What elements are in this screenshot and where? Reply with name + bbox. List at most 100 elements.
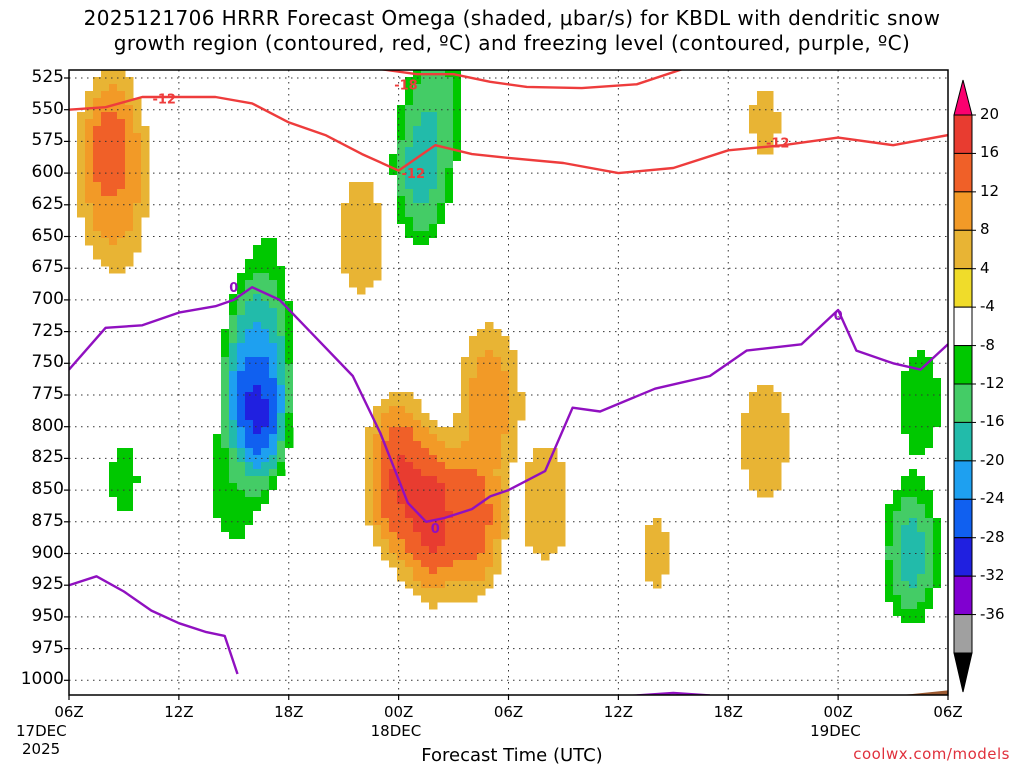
omega-cell <box>405 483 414 491</box>
omega-cell <box>453 581 462 589</box>
omega-cell <box>805 651 814 659</box>
omega-cell <box>917 553 926 561</box>
omega-cell <box>445 448 454 456</box>
omega-cell <box>837 630 846 638</box>
omega-cell <box>477 476 486 484</box>
omega-cell <box>269 469 278 477</box>
omega-cell <box>549 539 558 547</box>
omega-cell <box>653 567 662 575</box>
omega-cell <box>213 357 222 365</box>
omega-cell <box>501 392 510 400</box>
omega-cell <box>845 630 854 638</box>
omega-cell <box>373 518 382 526</box>
omega-cell <box>77 392 86 400</box>
omega-cell <box>261 385 270 393</box>
omega-cell <box>133 140 142 148</box>
omega-cell <box>405 147 414 155</box>
omega-cell <box>253 371 262 379</box>
omega-cell <box>389 196 398 204</box>
omega-cell <box>229 406 238 414</box>
omega-cell <box>277 392 286 400</box>
omega-cell <box>925 553 934 561</box>
omega-cell <box>405 581 414 589</box>
omega-cell <box>469 357 478 365</box>
omega-cell <box>133 147 142 155</box>
omega-cell <box>245 329 254 337</box>
omega-cell <box>101 98 110 106</box>
omega-cell <box>405 133 414 141</box>
omega-cell <box>413 553 422 561</box>
y-tick-label: 825 <box>31 447 64 468</box>
omega-cell <box>261 280 270 288</box>
omega-cell <box>405 455 414 463</box>
colorbar-segment <box>953 498 973 539</box>
omega-cell <box>237 350 246 358</box>
omega-cell <box>109 182 118 190</box>
omega-cell <box>933 574 942 582</box>
omega-cell <box>245 406 254 414</box>
omega-cell <box>437 476 446 484</box>
omega-cell <box>125 196 134 204</box>
x-tick-label: 18Z <box>274 703 304 721</box>
omega-cell <box>213 497 222 505</box>
omega-cell <box>101 189 110 197</box>
omega-cell <box>117 175 126 183</box>
omega-cell <box>237 238 246 246</box>
omega-cell <box>389 392 398 400</box>
omega-cell <box>485 378 494 386</box>
omega-cell <box>493 406 502 414</box>
omega-cell <box>109 217 118 225</box>
omega-cell <box>253 350 262 358</box>
omega-cell <box>229 336 238 344</box>
omega-cell <box>453 77 462 85</box>
omega-cell <box>885 105 894 113</box>
omega-cell <box>117 406 126 414</box>
omega-cell <box>925 350 934 358</box>
omega-cell <box>93 238 102 246</box>
omega-cell <box>109 413 118 421</box>
omega-cell <box>421 196 430 204</box>
omega-cell <box>133 511 142 519</box>
omega-cell <box>373 455 382 463</box>
omega-cell <box>357 203 366 211</box>
omega-cell <box>933 560 942 568</box>
y-tick-label: 875 <box>31 510 64 531</box>
omega-cell <box>901 343 910 351</box>
omega-cell <box>437 126 446 134</box>
omega-cell <box>93 392 102 400</box>
omega-cell <box>485 490 494 498</box>
omega-cell <box>437 483 446 491</box>
omega-cell <box>437 203 446 211</box>
omega-cell <box>429 441 438 449</box>
omega-cell <box>373 476 382 484</box>
omega-cell <box>77 189 86 197</box>
omega-cell <box>493 385 502 393</box>
credit-text: coolwx.com/models <box>853 745 1010 763</box>
omega-cell <box>461 140 470 148</box>
omega-cell <box>373 532 382 540</box>
omega-cell <box>477 441 486 449</box>
omega-cell <box>917 420 926 428</box>
omega-cell <box>413 490 422 498</box>
omega-cell <box>469 343 478 351</box>
omega-cell <box>261 483 270 491</box>
omega-cell <box>285 399 294 407</box>
omega-cell <box>445 434 454 442</box>
omega-cell <box>133 413 142 421</box>
omega-cell <box>77 371 86 379</box>
omega-cell <box>109 196 118 204</box>
omega-cell <box>125 252 134 260</box>
omega-cell <box>893 378 902 386</box>
omega-cell <box>429 224 438 232</box>
omega-cell <box>501 462 510 470</box>
omega-cell <box>365 504 374 512</box>
omega-cell <box>101 350 110 358</box>
omega-cell <box>101 448 110 456</box>
omega-cell <box>133 224 142 232</box>
omega-cell <box>845 602 854 610</box>
omega-cell <box>373 217 382 225</box>
omega-cell <box>869 168 878 176</box>
omega-cell <box>365 196 374 204</box>
omega-cell <box>925 336 934 344</box>
omega-cell <box>237 287 246 295</box>
